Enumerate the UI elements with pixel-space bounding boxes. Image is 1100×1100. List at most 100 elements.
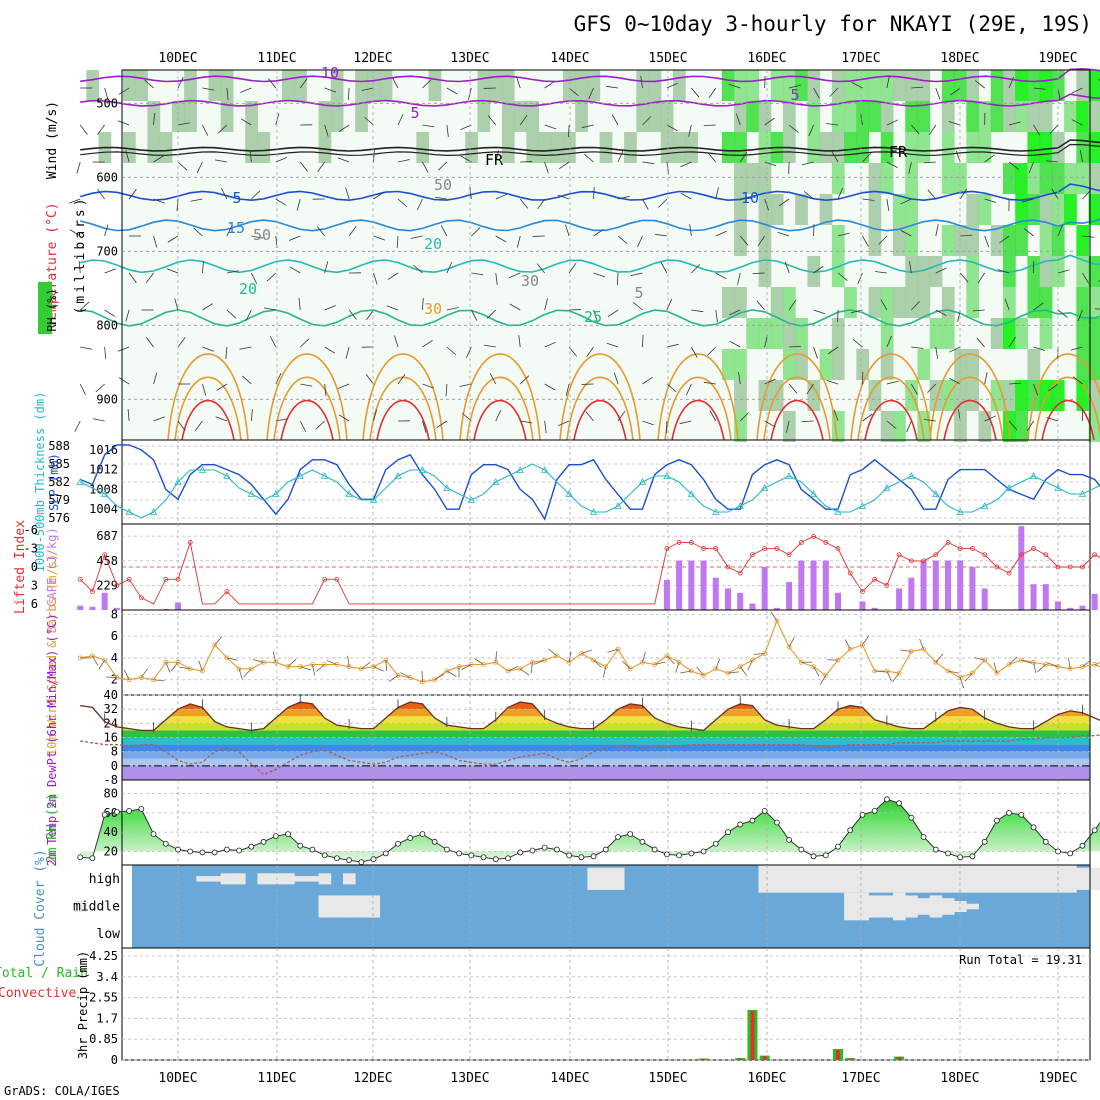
rh-marker [529, 847, 536, 854]
cloud-cover-plot: high middle low [73, 864, 1100, 949]
wind-speed-marker [212, 642, 218, 648]
wind-barb-10m [727, 671, 739, 674]
y-label-total-rain: Total / Rain [0, 966, 88, 981]
rh-cell [905, 132, 918, 163]
thickness-marker [418, 466, 427, 473]
rh-cell [1039, 132, 1053, 163]
wind-barb-10m [446, 670, 457, 677]
rh-cell [1015, 101, 1028, 132]
rh-marker [566, 852, 573, 859]
wind-speed-marker [921, 646, 926, 652]
thickness-marker [883, 484, 891, 491]
wind-barb [410, 235, 423, 239]
wind-barb [632, 301, 643, 311]
wind-barb [251, 190, 261, 200]
wind-speed-marker [554, 653, 560, 659]
cloud-cell-high [831, 865, 845, 893]
cloud-cell-high [1039, 865, 1053, 893]
wind-barb [437, 161, 448, 171]
cape-bar [77, 605, 84, 610]
thickness-marker [956, 508, 964, 515]
wind-speed-marker [591, 657, 596, 663]
thickness-marker [932, 490, 940, 497]
wind-speed-marker [994, 670, 1000, 676]
rh-cell [734, 194, 747, 225]
rh-shading [86, 70, 1100, 442]
upper-air-panel: 500 600 700 800 900 10 5 5 FR FR 5 10 15 20 20 25 30 30 5… [38, 64, 1100, 442]
rh-cell [770, 318, 784, 349]
date-label-top: 11DEC [257, 51, 296, 66]
wind-barb [826, 123, 839, 126]
tick-label: 229 [96, 578, 118, 592]
rh-cell [1088, 194, 1100, 225]
wind-barb-10m [770, 611, 778, 622]
date-label-bottom: 13DEC [450, 1071, 489, 1086]
wind-barb [1048, 383, 1059, 392]
wind-barb [666, 82, 679, 89]
wind-speed-marker [1092, 662, 1098, 667]
lifted-index-marker [994, 564, 1000, 570]
tick-label: 8 [111, 607, 118, 621]
wind-speed-marker [1018, 657, 1024, 663]
lifted-index-marker [713, 546, 719, 551]
rh-cell [819, 349, 833, 380]
rh-cell [1039, 256, 1053, 287]
thickness-marker [1078, 490, 1087, 497]
rh-marker [1006, 809, 1013, 816]
rh-marker [1030, 824, 1037, 831]
wind-barb [886, 119, 898, 126]
surface-contour [362, 353, 444, 441]
wind-barb [690, 346, 698, 358]
wind-barb [544, 80, 555, 89]
rh-cell [868, 380, 882, 411]
wind-barb [813, 87, 820, 99]
rh-cell [1088, 411, 1100, 442]
wind-barb-10m [739, 666, 748, 676]
lifted-index-marker [1092, 552, 1098, 558]
rh-cell [917, 256, 931, 287]
cape-bar [113, 607, 120, 610]
cape-bar [700, 560, 707, 610]
rh-cell [318, 101, 332, 132]
wind-barb [190, 198, 203, 202]
rh-marker [883, 796, 890, 803]
wind-barb [373, 235, 385, 241]
wind-barb [345, 187, 350, 200]
wind-speed-marker [896, 670, 902, 676]
lifted-index-marker [1031, 546, 1036, 551]
wind-barb [908, 161, 912, 174]
contour-labels: 10 5 5 FR FR 5 10 15 20 20 25 30 30 50 50 5 [227, 64, 908, 326]
cape-bar [896, 588, 903, 610]
rh-marker [77, 854, 84, 861]
wind-barb [459, 383, 472, 387]
wind-barb [364, 116, 374, 126]
wind-barb [1057, 269, 1070, 274]
wind-barb [691, 309, 704, 313]
wind-speed-marker [358, 666, 364, 672]
wind-speed-marker [640, 659, 645, 665]
wind-barb [593, 272, 606, 278]
cloud-layer-label: low [97, 927, 121, 942]
lifted-index-marker [884, 583, 890, 588]
rh-marker [321, 852, 328, 859]
rh-cell [1088, 256, 1100, 287]
wind-barb [950, 87, 961, 96]
rh-cell [954, 70, 967, 101]
wind-barb [397, 159, 410, 163]
rh2m-plot: 20 40 60 80 [77, 779, 1100, 866]
rh-cell [941, 70, 955, 101]
cloud-cell-high [599, 867, 613, 890]
wind-barb [1082, 189, 1091, 200]
surface-contour [671, 399, 725, 441]
wind-barb [495, 272, 498, 285]
cloud-cell-middle [318, 895, 332, 918]
y-label-thickness: 1000-500mb Thickness (dm) [33, 392, 47, 573]
wind-barb [127, 409, 130, 422]
wind-barb [806, 383, 814, 395]
rh-marker [162, 840, 169, 847]
thickness-marker [687, 490, 696, 497]
wind-barb-10m [388, 675, 399, 682]
rh-cell [1039, 287, 1053, 318]
wind-barb [752, 272, 765, 275]
wind-barb [707, 152, 717, 163]
